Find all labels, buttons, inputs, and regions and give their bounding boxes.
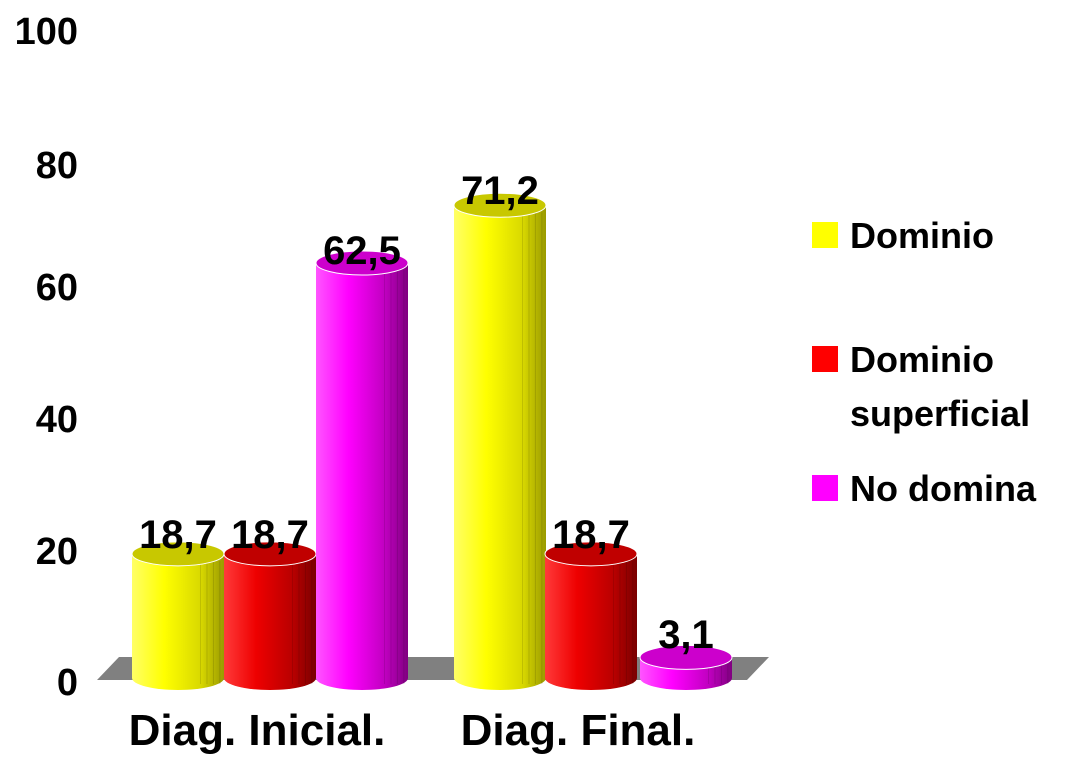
bar-cap <box>639 644 733 670</box>
legend-swatch-no-domina <box>812 475 838 501</box>
legend: Dominio Dominio superficial No domina <box>812 215 1037 509</box>
y-tick-label: 100 <box>15 11 78 53</box>
bar-superficial-final <box>544 541 638 690</box>
y-tick-label: 40 <box>36 399 78 441</box>
legend-label-no-domina: No domina <box>850 468 1037 509</box>
bar-nodomina-final <box>639 644 733 690</box>
legend-label-line-2: superficial <box>850 393 1030 434</box>
data-label-superficial-inicial: 18,7 <box>231 513 309 557</box>
legend-swatch-dominio <box>812 222 838 248</box>
data-label-nodomina-final: 3,1 <box>658 613 714 657</box>
data-label-nodomina-inicial: 62,5 <box>323 229 401 273</box>
y-axis: 0 20 40 60 80 100 <box>15 11 78 704</box>
x-axis: Diag. Inicial. Diag. Final. <box>129 706 696 755</box>
bar-cap <box>315 250 409 276</box>
legend-label-dominio: Dominio <box>850 215 994 256</box>
y-tick-label: 80 <box>36 145 78 187</box>
bar-body <box>545 553 637 690</box>
bar-dominio-final <box>453 192 547 690</box>
bar-cap <box>453 192 547 218</box>
data-label-dominio-final: 71,2 <box>461 169 539 213</box>
y-tick-label: 0 <box>57 662 78 704</box>
bar-body <box>224 553 316 690</box>
data-label-dominio-inicial: 18,7 <box>139 513 217 557</box>
legend-label-line-1: Dominio <box>850 339 994 380</box>
y-tick-label: 60 <box>36 267 78 309</box>
y-tick-label: 20 <box>36 531 78 573</box>
legend-label-dominio-superficial: Dominio superficial <box>850 339 1030 434</box>
bars <box>131 192 733 690</box>
bar-superficial-inicial <box>223 541 317 690</box>
data-label-superficial-final: 18,7 <box>552 513 630 557</box>
bar-body <box>132 553 224 690</box>
bar-dominio-inicial <box>131 541 225 690</box>
data-labels: 18,7 18,7 62,5 71,2 18,7 3,1 <box>139 169 714 657</box>
bar-body <box>316 263 408 690</box>
x-category-label: Diag. Inicial. <box>129 706 386 755</box>
bar-body <box>454 205 546 690</box>
legend-swatch-dominio-superficial <box>812 346 838 372</box>
bar-cap <box>544 541 638 567</box>
x-category-label: Diag. Final. <box>461 706 696 755</box>
bar-nodomina-inicial <box>315 250 409 690</box>
